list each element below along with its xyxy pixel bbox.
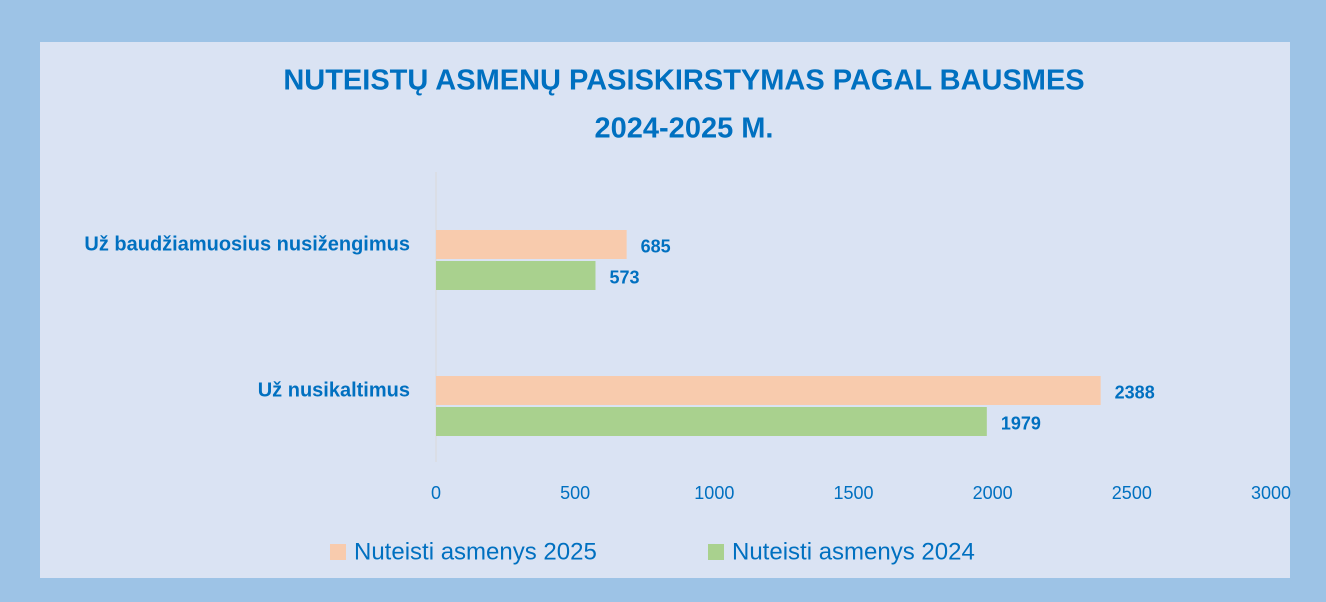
x-tick-label: 2000 [973, 483, 1013, 503]
legend-label: Nuteisti asmenys 2024 [732, 538, 975, 565]
category-label: Už nusikaltimus [258, 379, 410, 401]
data-label: 573 [609, 267, 639, 287]
bar [436, 261, 596, 290]
x-tick-label: 2500 [1112, 483, 1152, 503]
x-tick-label: 500 [560, 483, 590, 503]
legend-swatch [330, 544, 346, 560]
chart-title: 2024-2025 M. [595, 113, 774, 145]
x-tick-label: 1500 [833, 483, 873, 503]
category-label: Už baudžiamuosius nusižengimus [84, 233, 410, 255]
data-label: 2388 [1115, 382, 1155, 402]
chart-title: NUTEISTŲ ASMENŲ PASISKIRSTYMAS PAGAL BAU… [283, 65, 1084, 97]
data-label: 685 [641, 236, 671, 256]
x-tick-label: 1000 [694, 483, 734, 503]
x-tick-label: 3000 [1251, 483, 1291, 503]
x-tick-label: 0 [431, 483, 441, 503]
chart-panel [40, 42, 1290, 578]
legend-swatch [708, 544, 724, 560]
legend-label: Nuteisti asmenys 2025 [354, 538, 597, 565]
data-label: 1979 [1001, 413, 1041, 433]
bar [436, 376, 1101, 405]
bar [436, 230, 627, 259]
bar [436, 407, 987, 436]
